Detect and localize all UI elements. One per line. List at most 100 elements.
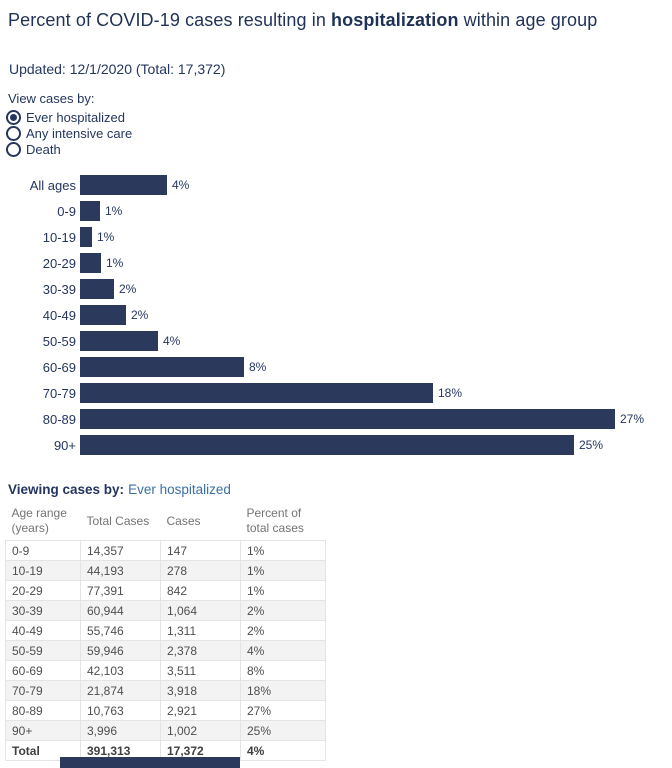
- view-cases-by-group: View cases by: Ever hospitalized Any inte…: [6, 91, 132, 157]
- viewing-line: Viewing cases by: Ever hospitalized: [8, 482, 231, 497]
- chart-row-10-19: 10-19 1%: [8, 224, 664, 250]
- chart-value-label: 4%: [163, 334, 181, 348]
- table-cell: 1%: [240, 540, 326, 561]
- chart-bar-rect[interactable]: [80, 357, 244, 377]
- table-cell: 18%: [240, 680, 326, 701]
- table-cell: 20-29: [5, 580, 81, 601]
- radio-unselected-icon[interactable]: [6, 141, 21, 157]
- table-cell: 1%: [240, 560, 326, 581]
- chart-bar-rect[interactable]: [80, 331, 158, 351]
- table-cell: 50-59: [5, 640, 81, 661]
- chart-value-label: 2%: [131, 308, 149, 322]
- table-cell: 2,378: [160, 640, 241, 661]
- chart-category-label: 70-79: [42, 385, 76, 401]
- chart-bar-rect[interactable]: [80, 435, 574, 455]
- chart-row-0-9: 0-9 1%: [8, 198, 664, 224]
- chart-row-40-49: 40-49 2%: [8, 302, 664, 328]
- table-cell: 8%: [240, 660, 326, 681]
- table-cell: 2,921: [160, 700, 241, 721]
- table-row-10-19: 10-19 44,193 278 1%: [5, 560, 326, 581]
- table-cell: 30-39: [5, 600, 81, 621]
- chart-value-label: 1%: [106, 256, 124, 270]
- chart-category-label: 0-9: [57, 203, 76, 219]
- chart-value-label: 25%: [579, 438, 604, 452]
- column-header-total-cases: Total Cases: [80, 503, 161, 541]
- chart-bar-rect[interactable]: [80, 305, 126, 325]
- chart-bar-rect[interactable]: [80, 227, 92, 247]
- radio-option-ever-hospitalized[interactable]: Ever hospitalized: [6, 109, 132, 125]
- chart-row-all-ages: All ages 4%: [8, 172, 664, 198]
- table-cell: 44,193: [80, 560, 161, 581]
- chart-bar-rect[interactable]: [80, 383, 433, 403]
- table-cell: 3,511: [160, 660, 241, 681]
- radio-option-label: Ever hospitalized: [26, 109, 125, 125]
- table-row-70-79: 70-79 21,874 3,918 18%: [5, 680, 326, 701]
- viewing-label: Viewing cases by:: [8, 482, 125, 497]
- radio-dot: [10, 113, 17, 121]
- chart-value-label: 18%: [438, 386, 463, 400]
- table-cell: 10-19: [5, 560, 81, 581]
- radio-unselected-icon[interactable]: [6, 125, 21, 141]
- view-cases-by-label: View cases by:: [8, 91, 95, 106]
- chart-category-label: 80-89: [42, 411, 76, 427]
- chart-category-label: 90+: [53, 437, 76, 453]
- table-cell-total: 4%: [240, 740, 326, 761]
- horizontal-scrollbar-thumb[interactable]: [60, 757, 240, 768]
- table-cell: 77,391: [80, 580, 161, 601]
- table-cell: 3,918: [160, 680, 241, 701]
- table-header-row: Age range (years) Total Cases Cases Percent…: [5, 503, 326, 541]
- chart-row-60-69: 60-69 8%: [8, 354, 664, 380]
- cases-table: Age range (years) Total Cases Cases Percent…: [5, 503, 326, 761]
- table-cell: 40-49: [5, 620, 81, 641]
- table-cell: 21,874: [80, 680, 161, 701]
- table-row-20-29: 20-29 77,391 842 1%: [5, 580, 326, 601]
- chart-bar-rect[interactable]: [80, 279, 114, 299]
- radio-list: Ever hospitalized Any intensive care Death: [6, 109, 132, 157]
- chart-bar-rect[interactable]: [80, 201, 100, 221]
- table-cell: 1,311: [160, 620, 241, 641]
- table-cell: 1,064: [160, 600, 241, 621]
- radio-selected-icon[interactable]: [6, 109, 21, 125]
- table-row-0-9: 0-9 14,357 147 1%: [5, 540, 326, 561]
- radio-option-death[interactable]: Death: [6, 141, 132, 157]
- title-prefix: Percent of COVID-19 cases resulting in: [8, 10, 332, 30]
- chart-category-label: 10-19: [42, 229, 76, 245]
- chart-category-label: All ages: [29, 177, 76, 193]
- chart-row-90+: 90+ 25%: [8, 432, 664, 458]
- chart-value-label: 8%: [249, 360, 267, 374]
- table-row-40-49: 40-49 55,746 1,311 2%: [5, 620, 326, 641]
- table-cell: 278: [160, 560, 241, 581]
- table-cell: 25%: [240, 720, 326, 741]
- chart-category-label: 20-29: [42, 255, 76, 271]
- chart-category-label: 40-49: [42, 307, 76, 323]
- chart-value-label: 2%: [119, 282, 137, 296]
- title-highlight: hospitalization: [331, 10, 459, 30]
- table-cell: 1%: [240, 580, 326, 601]
- table-row-50-59: 50-59 59,946 2,378 4%: [5, 640, 326, 661]
- table-row-80-89: 80-89 10,763 2,921 27%: [5, 700, 326, 721]
- chart-value-label: 27%: [620, 412, 645, 426]
- chart-row-50-59: 50-59 4%: [8, 328, 664, 354]
- chart-row-20-29: 20-29 1%: [8, 250, 664, 276]
- table-cell: 3,996: [80, 720, 161, 741]
- table-cell-total: Total: [5, 740, 81, 761]
- table-cell: 0-9: [5, 540, 81, 561]
- chart-row-30-39: 30-39 2%: [8, 276, 664, 302]
- page-title: Percent of COVID-19 cases resulting in h…: [8, 10, 664, 31]
- table-cell: 2%: [240, 600, 326, 621]
- table-cell: 55,746: [80, 620, 161, 641]
- radio-option-label: Any intensive care: [26, 125, 133, 141]
- chart-value-label: 4%: [172, 178, 190, 192]
- table-cell: 70-79: [5, 680, 81, 701]
- table-cell: 60-69: [5, 660, 81, 681]
- updated-line: Updated: 12/1/2020 (Total: 17,372): [9, 61, 226, 77]
- chart-bar-rect[interactable]: [80, 409, 615, 429]
- chart-row-70-79: 70-79 18%: [8, 380, 664, 406]
- table-cell: 90+: [5, 720, 81, 741]
- radio-option-any-intensive-care[interactable]: Any intensive care: [6, 125, 132, 141]
- table-row-90-: 90+ 3,996 1,002 25%: [5, 720, 326, 741]
- chart-bar-rect[interactable]: [80, 253, 101, 273]
- chart-bar-rect[interactable]: [80, 175, 167, 195]
- chart-row-80-89: 80-89 27%: [8, 406, 664, 432]
